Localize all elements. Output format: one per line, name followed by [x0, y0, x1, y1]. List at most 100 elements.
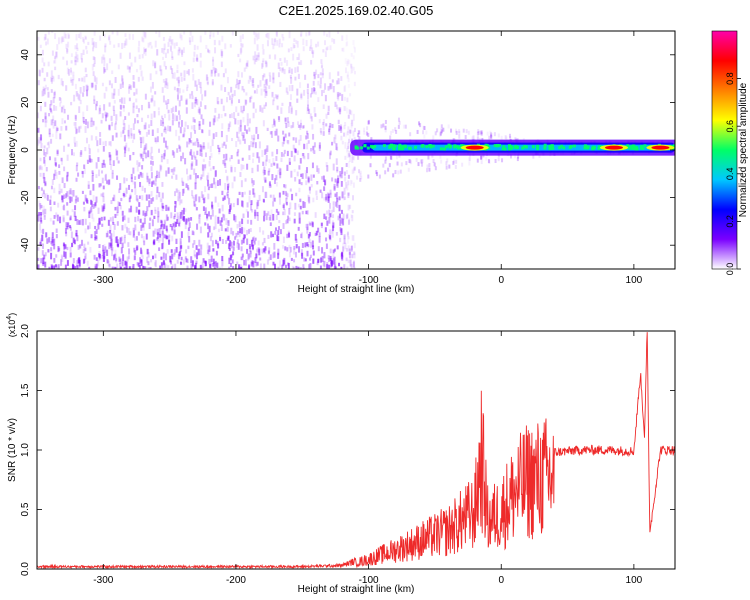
heatmap-cell	[139, 153, 142, 157]
heatmap-cell	[95, 100, 98, 107]
heatmap-cell	[480, 130, 483, 135]
heatmap-cell	[150, 259, 153, 263]
heatmap-cell	[309, 241, 312, 248]
heatmap-cell	[107, 179, 110, 186]
heatmap-cell	[147, 101, 150, 109]
heatmap-cell	[274, 130, 277, 136]
heatmap-cell	[122, 254, 125, 262]
heatmap-cell	[287, 230, 290, 237]
heatmap-cell	[167, 99, 170, 104]
heatmap-cell	[407, 167, 410, 172]
heatmap-cell	[166, 48, 169, 54]
heatmap-cell	[317, 74, 320, 79]
heatmap-cell	[317, 41, 320, 47]
heatmap-cell	[375, 170, 378, 175]
heatmap-cell	[201, 129, 204, 133]
heatmap-cell	[460, 144, 464, 148]
heatmap-cell	[514, 144, 518, 148]
heatmap-cell	[58, 190, 61, 195]
heatmap-cell	[84, 218, 87, 225]
heatmap-cell	[40, 166, 43, 171]
heatmap-cell	[272, 99, 275, 106]
heatmap-cell	[351, 169, 354, 175]
heatmap-cell	[136, 113, 139, 118]
heatmap-cell	[352, 167, 355, 174]
heatmap-cell	[302, 124, 305, 129]
heatmap-cell	[158, 247, 161, 251]
heatmap-cell	[269, 194, 272, 198]
heatmap-cell	[44, 120, 47, 128]
heatmap-cell	[322, 260, 325, 267]
heatmap-cell	[61, 177, 64, 184]
heatmap-cell	[49, 206, 52, 212]
heatmap-cell	[270, 231, 273, 238]
heatmap-cell	[49, 217, 52, 222]
heatmap-cell	[351, 215, 354, 222]
heatmap-cell	[232, 231, 235, 236]
heatmap-cell	[53, 244, 56, 250]
heatmap-cell	[145, 143, 148, 150]
heatmap-cell	[119, 258, 122, 262]
heatmap-cell	[144, 212, 147, 217]
heatmap-cell	[186, 218, 189, 223]
heatmap-cell	[245, 92, 248, 96]
heatmap-cell	[214, 107, 217, 113]
heatmap-cell	[122, 126, 125, 134]
heatmap-cell	[121, 81, 124, 88]
heatmap-cell	[256, 88, 259, 94]
heatmap-cell	[308, 257, 311, 261]
heatmap-cell	[188, 37, 191, 43]
heatmap-cell	[340, 253, 343, 258]
heatmap-cell	[176, 94, 179, 101]
heatmap-cell	[191, 190, 194, 197]
heatmap-cell	[213, 39, 216, 46]
heatmap-cell	[171, 253, 174, 260]
heatmap-cell	[277, 62, 280, 70]
heatmap-cell	[59, 133, 62, 140]
heatmap-cell	[48, 128, 51, 135]
heatmap-cell	[40, 204, 43, 209]
heatmap-cell	[323, 31, 326, 36]
heatmap-cell	[89, 246, 92, 253]
heatmap-cell	[345, 132, 347, 137]
heatmap-cell	[57, 74, 60, 80]
heatmap-cell	[156, 49, 159, 56]
heatmap-cell	[116, 31, 119, 36]
heatmap-cell	[176, 259, 179, 264]
heatmap-cell	[99, 107, 102, 114]
heatmap-cell	[257, 52, 260, 58]
colorbar-tick-label: 0.6	[725, 120, 735, 133]
heatmap-cell	[130, 62, 133, 67]
heatmap-cell	[91, 38, 94, 45]
figure-title: C2E1.2025.169.02.40.G05	[279, 3, 434, 18]
heatmap-cell	[272, 194, 275, 202]
heatmap-cell	[130, 205, 133, 213]
heatmap-cell	[178, 114, 181, 120]
heatmap-cell	[223, 159, 226, 166]
heatmap-cell	[56, 214, 59, 222]
heatmap-cell	[240, 224, 243, 231]
heatmap-cell	[340, 217, 343, 224]
heatmap-cell	[221, 35, 224, 42]
heatmap-cell	[306, 223, 309, 231]
heatmap-cell	[329, 235, 332, 240]
heatmap-cell	[331, 177, 334, 182]
heatmap-cell	[454, 164, 457, 169]
heatmap-cell	[152, 197, 155, 202]
heatmap-cell	[49, 195, 52, 199]
heatmap-cell	[86, 198, 89, 204]
heatmap-cell	[119, 266, 122, 269]
heatmap-cell	[352, 130, 355, 137]
heatmap-cell	[94, 200, 97, 206]
heatmap-cell	[328, 152, 331, 160]
heatmap-cell	[242, 164, 245, 170]
colorbar-ticks: 0.00.20.40.60.8	[725, 72, 741, 275]
heatmap-cell	[240, 46, 243, 53]
heatmap-cell	[285, 220, 288, 225]
heatmap-cell	[343, 234, 346, 239]
heatmap-cell	[153, 215, 156, 219]
heatmap-cell	[230, 241, 233, 249]
heatmap-cell	[300, 233, 303, 239]
heatmap-cell	[181, 209, 184, 215]
heatmap-cell	[314, 91, 317, 95]
